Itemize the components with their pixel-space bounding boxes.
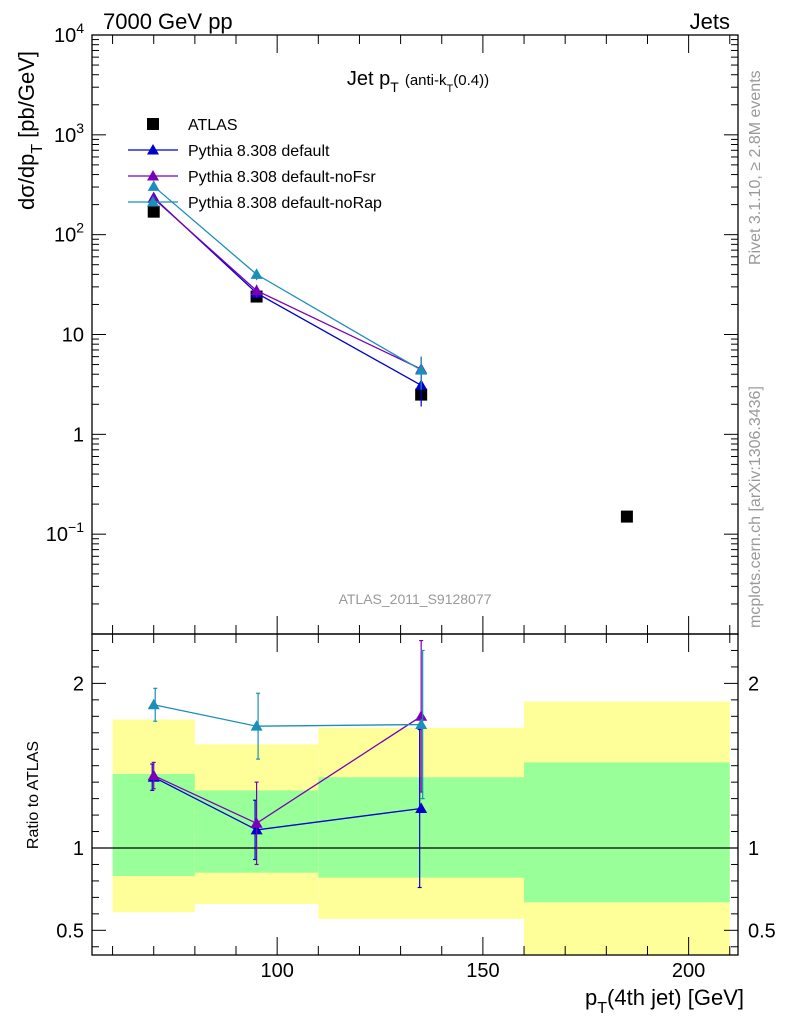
mcplots-label: mcplots.cern.ch [arXiv:1306.3436]: [747, 386, 764, 628]
ytick-label: 102: [54, 220, 84, 247]
legend-marker: [147, 170, 159, 181]
ratio-point-1: [415, 710, 428, 721]
legend-label: ATLAS: [188, 117, 238, 134]
ratio-point-1: [250, 817, 263, 828]
ytick-label: 1: [73, 424, 84, 446]
ratio-ytick-label-right: 2: [748, 673, 759, 695]
legend-marker: [147, 144, 159, 155]
mc-point-3: [415, 364, 428, 375]
legend: ATLAS Pythia 8.308 default Pythia 8.308 de…: [128, 117, 382, 212]
legend-label: Pythia 8.308 default-noRap: [188, 195, 382, 212]
ytick-label: 104: [54, 20, 84, 47]
main-title: Jet pT (anti-kT(0.4)): [347, 68, 489, 95]
ratio-point-2: [250, 720, 263, 731]
ratio-panel: [147, 639, 428, 889]
ytick-label: 10−1: [46, 519, 84, 546]
ratio-ytick-label-right: 1: [748, 838, 759, 860]
analysis-id: ATLAS_2011_S9128077: [339, 591, 492, 607]
series-line-3: [153, 185, 422, 371]
ratio-frame: [91, 633, 739, 956]
main-panel: [147, 180, 633, 523]
legend-label: Pythia 8.308 default: [188, 143, 330, 160]
ytick-label: 10: [62, 325, 84, 347]
main-ylabel: dσ/dpT[pb/GeV]: [14, 51, 46, 210]
xtick-label: 100: [260, 960, 293, 982]
ratio-ytick-label: 2: [73, 673, 84, 695]
mc-point-2: [250, 284, 263, 296]
rivet-label: Rivet 3.1.10, ≥ 2.8M events: [747, 70, 764, 265]
xtick-label: 150: [466, 960, 499, 982]
ratio-point-2: [415, 718, 428, 730]
uncertainty-bands: [92, 701, 738, 955]
mc-point-3: [250, 268, 263, 279]
header-right: Jets: [690, 9, 730, 34]
ratio-ylabel: Ratio to ATLAS: [25, 741, 42, 849]
ratio-point-2: [147, 698, 160, 710]
ratio-ytick-label: 0.5: [56, 920, 84, 942]
ratio-ytick-label: 1: [73, 838, 84, 860]
header-left: 7000 GeV pp: [103, 9, 233, 34]
legend-marker: [147, 196, 159, 207]
series-line-1: [153, 197, 422, 386]
data-point-atlas: [147, 205, 160, 218]
ytick-label: 103: [54, 120, 84, 147]
mc-point-3: [147, 180, 160, 191]
legend-marker-atlas: [147, 118, 159, 130]
xtick-label: 200: [672, 960, 705, 982]
band-green: [524, 762, 730, 903]
ratio-point-0: [415, 802, 428, 813]
ratio-ytick-label-right: 0.5: [748, 920, 776, 942]
ratio-point-1: [147, 769, 160, 781]
data-point-atlas: [620, 510, 633, 523]
series-line-2: [153, 198, 422, 370]
band-green: [318, 777, 525, 878]
xlabel: pT(4th jet) [GeV]: [585, 985, 744, 1017]
legend-label: Pythia 8.308 default-noFsr: [188, 169, 376, 186]
